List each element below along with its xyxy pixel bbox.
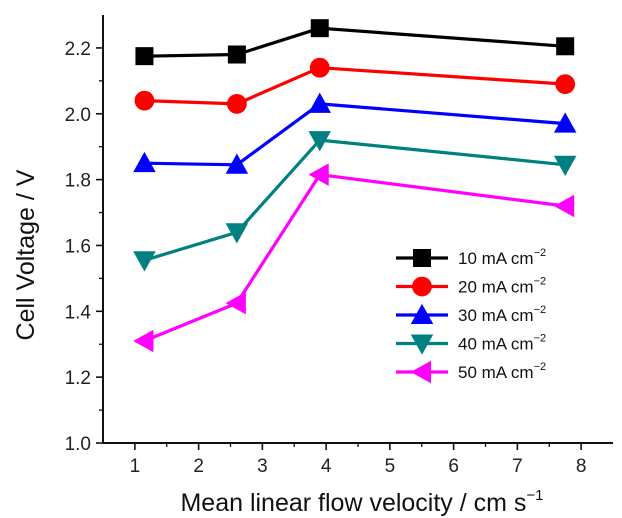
data-point-marker <box>226 93 247 114</box>
series-line <box>144 102 566 167</box>
data-point-marker <box>555 74 576 95</box>
data-point-marker <box>225 291 246 315</box>
legend-item-1: 10 mA cm−2 <box>396 247 546 268</box>
y-tick-label: 1.4 <box>65 302 92 323</box>
x-tick-label: 4 <box>321 456 332 477</box>
legend-label-sup: −2 <box>534 333 547 345</box>
x-tick-label: 2 <box>193 456 204 477</box>
series-2 <box>134 57 576 114</box>
data-point-marker <box>227 45 246 64</box>
series-5 <box>133 163 575 353</box>
x-axis-title-main: Mean linear flow velocity / cm s <box>180 489 526 517</box>
x-axis-title: Mean linear flow velocity / cm s−1 <box>180 487 543 517</box>
data-point-marker <box>413 249 431 267</box>
data-point-marker <box>556 37 575 56</box>
data-point-marker <box>553 155 577 177</box>
legend-label: 10 mA cm−2 <box>458 247 546 268</box>
y-tick-label: 1.2 <box>65 368 91 389</box>
data-point-marker <box>225 223 249 244</box>
x-tick-label: 8 <box>576 456 587 477</box>
legend-item-2: 20 mA cm−2 <box>396 276 546 297</box>
data-point-marker <box>308 131 331 152</box>
x-tick-label: 3 <box>257 456 268 477</box>
data-point-marker <box>553 194 575 218</box>
legend-label-main: 10 mA cm <box>458 249 534 268</box>
data-point-marker <box>412 276 432 297</box>
x-tick-label: 6 <box>448 456 459 477</box>
plot-axes <box>102 15 613 444</box>
series-1 <box>135 19 575 66</box>
x-tick-label: 7 <box>512 456 523 477</box>
legend-label-main: 40 mA cm <box>458 335 534 354</box>
legend-label-sup: −2 <box>534 304 547 316</box>
legend-label: 20 mA cm−2 <box>458 276 546 297</box>
legend: 10 mA cm−220 mA cm−230 mA cm−240 mA cm−2… <box>396 247 546 384</box>
legend-label: 50 mA cm−2 <box>458 361 546 382</box>
legend-item-4: 40 mA cm−2 <box>396 333 546 355</box>
legend-label-sup: −2 <box>534 276 547 288</box>
data-point-marker <box>410 334 434 355</box>
legend-item-5: 50 mA cm−2 <box>396 360 546 384</box>
data-point-marker <box>310 19 329 38</box>
legend-label-sup: −2 <box>534 361 547 373</box>
y-tick-label: 1.0 <box>65 434 91 455</box>
legend-label-main: 30 mA cm <box>458 306 534 325</box>
y-tick-label: 1.8 <box>65 171 91 192</box>
legend-label-main: 20 mA cm <box>458 278 534 297</box>
x-tick-label: 1 <box>130 456 141 477</box>
axis-ticks: 1 2 3 4 5 6 7 8 1.0 1.2 1.4 1.6 1.8 2.0 2.2 <box>65 39 587 477</box>
legend-item-3: 30 mA cm−2 <box>396 303 546 325</box>
series-line <box>143 173 566 343</box>
y-tick-label: 1.6 <box>65 236 91 257</box>
data-point-marker <box>410 303 434 324</box>
series-layer <box>133 19 577 353</box>
data-point-marker <box>308 163 329 186</box>
legend-label-sup: −2 <box>534 247 547 259</box>
legend-label: 40 mA cm−2 <box>458 333 546 354</box>
data-point-marker <box>133 329 154 353</box>
series-3 <box>133 92 577 174</box>
y-tick-label: 2.2 <box>65 39 91 60</box>
series-line <box>144 66 566 106</box>
x-axis-title-sup: −1 <box>526 487 543 504</box>
data-point-marker <box>133 251 156 272</box>
legend-label-main: 50 mA cm <box>458 363 534 382</box>
series-line <box>144 26 566 58</box>
data-point-marker <box>133 151 156 173</box>
data-point-marker <box>135 47 154 66</box>
y-axis-title: Cell Voltage / V <box>12 169 40 340</box>
data-point-marker <box>225 153 249 174</box>
x-tick-label: 5 <box>385 456 396 477</box>
legend-label: 30 mA cm−2 <box>458 304 546 325</box>
data-point-marker <box>553 112 577 133</box>
y-tick-label: 2.0 <box>65 105 91 126</box>
data-point-marker <box>308 92 331 113</box>
data-point-marker <box>410 360 431 384</box>
series-line <box>143 138 566 262</box>
data-point-marker <box>134 90 155 111</box>
series-4 <box>133 131 577 272</box>
data-point-marker <box>309 57 330 78</box>
